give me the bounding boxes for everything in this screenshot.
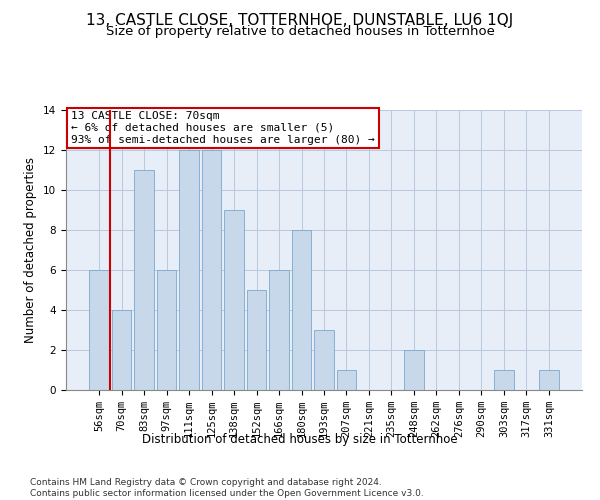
Bar [494,370,514,390]
Bar [202,150,221,390]
Text: Size of property relative to detached houses in Totternhoe: Size of property relative to detached ho… [106,25,494,38]
Bar [89,270,109,390]
Y-axis label: Number of detached properties: Number of detached properties [25,157,37,343]
Text: 13, CASTLE CLOSE, TOTTERNHOE, DUNSTABLE, LU6 1QJ: 13, CASTLE CLOSE, TOTTERNHOE, DUNSTABLE,… [86,12,514,28]
Bar [179,150,199,390]
Bar [292,230,311,390]
Bar [224,210,244,390]
Bar [157,270,176,390]
Bar [337,370,356,390]
Text: Distribution of detached houses by size in Totternhoe: Distribution of detached houses by size … [142,432,458,446]
Bar [539,370,559,390]
Bar [112,310,131,390]
Bar [314,330,334,390]
Bar [269,270,289,390]
Bar [247,290,266,390]
Text: 13 CASTLE CLOSE: 70sqm
← 6% of detached houses are smaller (5)
93% of semi-detac: 13 CASTLE CLOSE: 70sqm ← 6% of detached … [71,112,375,144]
Text: Contains HM Land Registry data © Crown copyright and database right 2024.
Contai: Contains HM Land Registry data © Crown c… [30,478,424,498]
Bar [134,170,154,390]
Bar [404,350,424,390]
